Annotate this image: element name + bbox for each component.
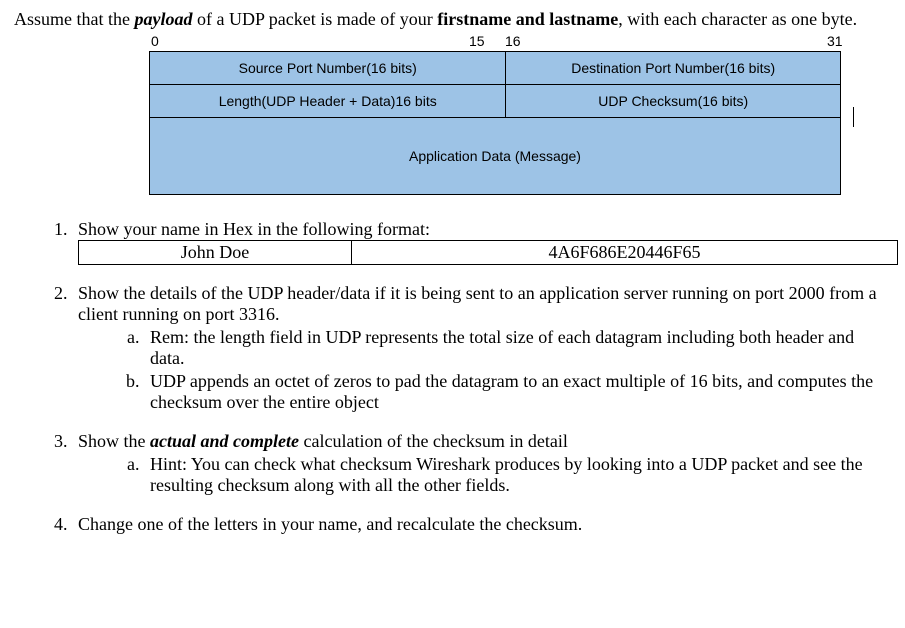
intro-name: firstname and lastname bbox=[437, 9, 618, 29]
question-3: Show the actual and complete calculation… bbox=[72, 431, 891, 496]
hex-cell: 4A6F686E20446F65 bbox=[352, 240, 898, 264]
text-cursor-cell bbox=[841, 51, 850, 194]
question-1: Show your name in Hex in the following f… bbox=[72, 219, 891, 265]
name-cell: John Doe bbox=[79, 240, 352, 264]
q4-text: Change one of the letters in your name, … bbox=[78, 514, 582, 534]
q3-sublist: Hint: You can check what checksum Wiresh… bbox=[78, 454, 891, 496]
q2-b: UDP appends an octet of zeros to pad the… bbox=[144, 371, 891, 413]
udp-header-diagram: Source Port Number(16 bits) Destination … bbox=[149, 51, 849, 195]
q2-text: Show the details of the UDP header/data … bbox=[78, 283, 877, 324]
intro-mid: of a UDP packet is made of your bbox=[192, 9, 437, 29]
udp-data: Application Data (Message) bbox=[150, 117, 841, 194]
q3-pre: Show the bbox=[78, 431, 150, 451]
question-2: Show the details of the UDP header/data … bbox=[72, 283, 891, 413]
bit-31: 31 bbox=[827, 33, 843, 49]
question-list: Show your name in Hex in the following f… bbox=[14, 219, 891, 535]
q3-em: actual and complete bbox=[150, 431, 299, 451]
bit-16: 16 bbox=[505, 33, 521, 49]
question-4: Change one of the letters in your name, … bbox=[72, 514, 891, 535]
udp-length: Length(UDP Header + Data)16 bits bbox=[150, 84, 506, 117]
bit-15: 15 bbox=[469, 33, 485, 49]
q1-text: Show your name in Hex in the following f… bbox=[78, 219, 891, 240]
q3-post: calculation of the checksum in detail bbox=[299, 431, 568, 451]
name-hex-table: John Doe 4A6F686E20446F65 bbox=[78, 240, 898, 265]
udp-checksum: UDP Checksum(16 bits) bbox=[506, 84, 841, 117]
intro-text: Assume that the payload of a UDP packet … bbox=[14, 8, 891, 31]
intro-post: , with each character as one byte. bbox=[618, 9, 857, 29]
intro-payload: payload bbox=[134, 9, 192, 29]
text-cursor bbox=[853, 107, 854, 127]
bit-labels: 0 15 16 31 bbox=[149, 33, 849, 51]
udp-source-port: Source Port Number(16 bits) bbox=[150, 51, 506, 84]
udp-dest-port: Destination Port Number(16 bits) bbox=[506, 51, 841, 84]
bit-0: 0 bbox=[151, 33, 159, 49]
q2-a: Rem: the length field in UDP represents … bbox=[144, 327, 891, 369]
q3-a: Hint: You can check what checksum Wiresh… bbox=[144, 454, 891, 496]
q2-sublist: Rem: the length field in UDP represents … bbox=[78, 327, 891, 413]
intro-pre: Assume that the bbox=[14, 9, 134, 29]
